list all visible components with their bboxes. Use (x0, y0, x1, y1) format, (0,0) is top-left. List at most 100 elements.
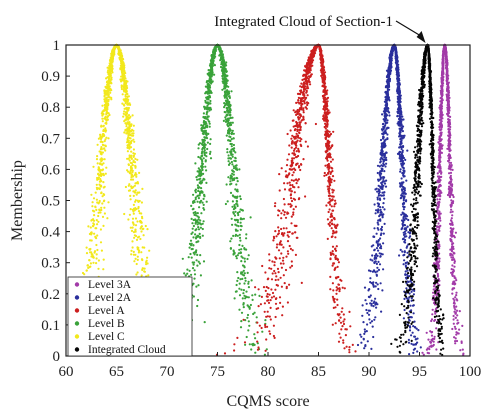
data-point (193, 269, 196, 272)
data-point (222, 58, 225, 61)
data-point (131, 164, 134, 167)
data-point (323, 174, 326, 177)
data-point (276, 284, 279, 287)
data-point (211, 65, 214, 68)
data-point (247, 329, 250, 332)
data-point (236, 279, 239, 282)
data-point (278, 173, 281, 176)
data-point (98, 187, 101, 190)
data-point (90, 239, 93, 242)
data-point (89, 247, 92, 251)
data-point (309, 75, 312, 78)
data-point (250, 279, 253, 282)
data-point (236, 271, 239, 274)
data-point (238, 294, 242, 297)
data-point (135, 208, 138, 211)
data-point (289, 164, 292, 167)
data-point (90, 193, 93, 196)
data-point (97, 176, 101, 179)
data-point (129, 194, 132, 197)
data-point (282, 246, 285, 249)
data-point (406, 149, 409, 152)
data-point (342, 341, 345, 344)
data-point (277, 249, 281, 252)
data-point (264, 323, 267, 327)
data-point (197, 218, 200, 221)
data-point (95, 219, 98, 222)
data-point (299, 113, 302, 116)
data-point (104, 149, 107, 152)
data-point (333, 203, 336, 206)
data-point (322, 84, 326, 87)
data-point (114, 45, 117, 48)
data-point (319, 51, 323, 54)
data-point (208, 125, 211, 128)
data-point (269, 299, 272, 302)
data-point (280, 252, 283, 255)
data-point (97, 172, 100, 175)
data-point (281, 305, 284, 308)
data-point (189, 252, 192, 256)
data-point (242, 289, 245, 292)
data-point (102, 268, 105, 271)
data-point (292, 171, 295, 174)
data-point (226, 120, 229, 123)
data-point (261, 330, 264, 333)
data-point (274, 315, 277, 319)
data-point (198, 201, 202, 204)
data-point (190, 204, 193, 207)
data-point (194, 251, 197, 254)
data-point (226, 98, 229, 102)
data-point (193, 273, 197, 276)
data-point (139, 237, 142, 241)
data-point (90, 251, 93, 254)
data-point (368, 318, 371, 321)
data-point (279, 301, 282, 304)
data-point (295, 140, 298, 144)
data-point (102, 193, 105, 196)
data-point (191, 208, 194, 211)
data-point (368, 309, 371, 312)
data-point (229, 109, 232, 112)
data-point (263, 353, 266, 356)
data-point (324, 98, 327, 101)
data-point (131, 240, 134, 243)
data-point (299, 128, 302, 132)
data-point (278, 189, 281, 192)
data-point (228, 162, 231, 165)
data-point (291, 174, 294, 177)
data-point (292, 109, 295, 112)
data-point (209, 63, 212, 66)
data-point (375, 209, 378, 212)
data-point (228, 96, 231, 99)
data-point (290, 264, 294, 267)
data-point (202, 203, 205, 206)
data-point (374, 188, 377, 191)
data-point (292, 157, 296, 160)
data-point (132, 159, 135, 162)
data-point (134, 172, 137, 175)
data-point (376, 283, 379, 286)
data-point (205, 155, 208, 158)
data-point (125, 107, 128, 110)
data-point (111, 50, 114, 53)
data-point (294, 205, 297, 208)
data-point (138, 212, 141, 215)
data-point (102, 113, 105, 116)
data-point (299, 102, 303, 105)
data-point (187, 256, 190, 259)
data-point (102, 125, 105, 128)
data-point (388, 99, 391, 102)
data-point (297, 150, 301, 153)
data-point (342, 339, 345, 342)
data-point (293, 198, 297, 201)
data-point (329, 221, 332, 224)
data-point (237, 252, 240, 255)
data-point (92, 219, 96, 222)
data-point (229, 122, 232, 125)
data-point (294, 111, 297, 114)
data-point (383, 170, 386, 173)
data-point (127, 170, 130, 173)
data-point (331, 191, 334, 194)
